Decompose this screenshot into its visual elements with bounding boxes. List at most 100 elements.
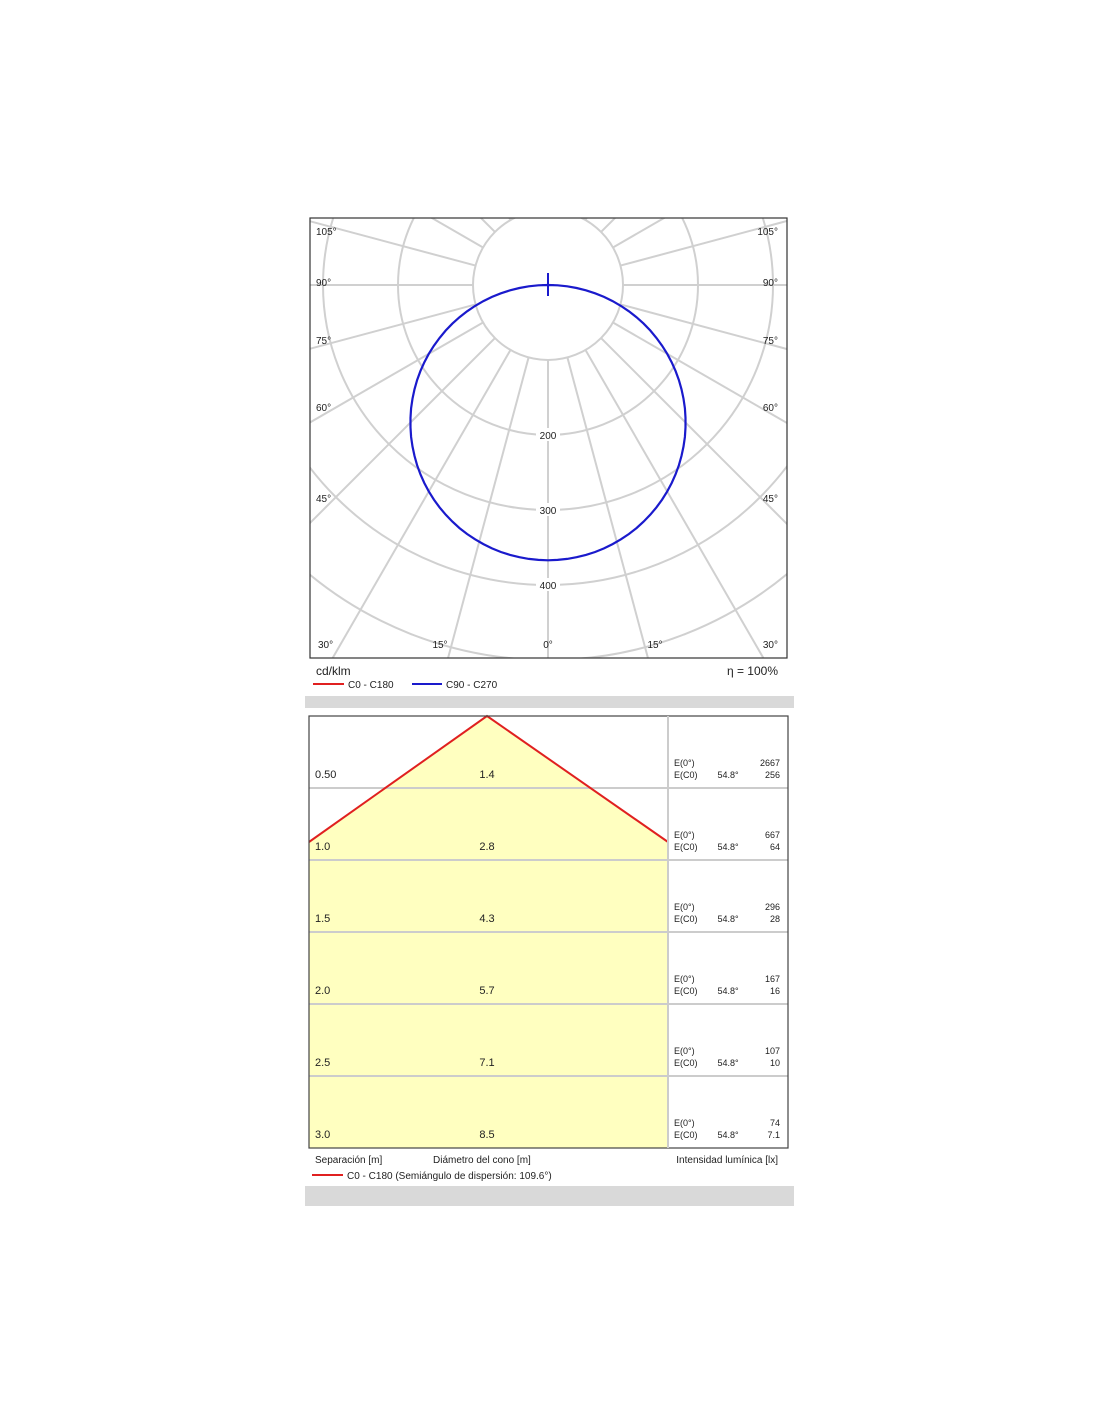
grid-spoke	[447, 357, 530, 658]
e0-value: 296	[765, 902, 780, 912]
grid-spoke	[429, 218, 484, 249]
diameter-value: 1.4	[479, 769, 494, 781]
grid-spoke	[600, 337, 787, 526]
table-row: 1.5 4.3 E(0°) E(C0) 54.8° 296 28	[309, 859, 788, 925]
e0-value: 107	[765, 1046, 780, 1056]
grid-spoke	[620, 303, 787, 351]
e0-value: 667	[765, 830, 780, 840]
angle-value: 54.8°	[717, 1058, 739, 1068]
separation-value: 2.5	[315, 1057, 330, 1069]
ec0-label: E(C0)	[674, 914, 698, 924]
angle-label-left: 30°	[318, 640, 333, 651]
e0-label: E(0°)	[674, 1046, 695, 1056]
cone-table: 0.50 1.4 E(0°) E(C0) 54.8° 2667 256 1.0 2.8 E(0°)…	[308, 714, 789, 1182]
angle-label-right: 90°	[763, 278, 778, 289]
separation-value: 0.50	[315, 769, 336, 781]
ec0-label: E(C0)	[674, 1058, 698, 1068]
ec0-value: 64	[770, 842, 780, 852]
separation-value: 3.0	[315, 1129, 330, 1141]
ec0-label: E(C0)	[674, 986, 698, 996]
angle-label-right: 75°	[763, 336, 778, 347]
angle-label-left: 90°	[316, 278, 331, 289]
grid-spoke	[331, 349, 512, 658]
grid-spoke	[566, 357, 649, 658]
angle-label-bottom: 15°	[647, 640, 662, 651]
angle-label-right: 45°	[763, 494, 778, 505]
diameter-value: 5.7	[479, 985, 494, 997]
table-row: 3.0 8.5 E(0°) E(C0) 54.8° 74 7.1	[309, 1075, 788, 1141]
angle-value: 54.8°	[717, 770, 739, 780]
angle-label-right: 30°	[763, 640, 778, 651]
diameter-value: 4.3	[479, 913, 494, 925]
diameter-value: 8.5	[479, 1129, 494, 1141]
diameter-value: 2.8	[479, 841, 494, 853]
angle-label-bottom: 0°	[543, 640, 553, 651]
grid-spoke	[612, 321, 787, 425]
ec0-label: E(C0)	[674, 1130, 698, 1140]
grid-spoke	[600, 218, 617, 233]
e0-label: E(0°)	[674, 1118, 695, 1128]
ec0-value: 256	[765, 770, 780, 780]
grid-spoke	[479, 218, 496, 233]
grid-spoke	[310, 303, 476, 350]
series-c90-c270-curve	[409, 283, 687, 562]
table-row: 2.0 5.7 E(0°) E(C0) 54.8° 167 16	[309, 931, 788, 997]
angle-value: 54.8°	[717, 842, 739, 852]
grid-spoke	[584, 218, 588, 221]
angle-value: 54.8°	[717, 1130, 739, 1140]
table-legend-label: C0 - C180 (Semiángulo de dispersión: 109…	[347, 1171, 552, 1182]
polar-frame	[309, 217, 788, 659]
e0-label: E(0°)	[674, 758, 695, 768]
grid-spoke	[612, 218, 667, 249]
radial-tick-label: 400	[540, 581, 557, 592]
legend-c90-label: C90 - C270	[446, 680, 498, 691]
grid-spoke	[567, 0, 729, 213]
separator-band	[305, 696, 794, 708]
e0-label: E(0°)	[674, 902, 695, 912]
separation-value: 2.0	[315, 985, 330, 997]
grid-spoke	[508, 218, 512, 221]
angle-value: 54.8°	[717, 914, 739, 924]
angle-label-right: 105°	[757, 227, 778, 238]
angle-value: 54.8°	[717, 986, 739, 996]
e0-label: E(0°)	[674, 974, 695, 984]
ec0-value: 7.1	[767, 1130, 780, 1140]
angle-label-left: 60°	[316, 403, 331, 414]
col-header-diameter: Diámetro del cono [m]	[433, 1155, 531, 1166]
angle-label-left: 45°	[316, 494, 331, 505]
legend-c0-label: C0 - C180	[348, 680, 394, 691]
diameter-value: 7.1	[479, 1057, 494, 1069]
efficiency-label: η = 100%	[727, 664, 778, 678]
ec0-value: 16	[770, 986, 780, 996]
angle-label-left: 105°	[316, 227, 337, 238]
e0-value: 74	[770, 1118, 780, 1128]
grid-spoke	[310, 220, 476, 267]
grid-spoke	[620, 219, 787, 267]
col-header-intensity: Intensidad lumínica [lx]	[676, 1155, 778, 1166]
grid-spoke	[310, 337, 496, 525]
e0-label: E(0°)	[674, 830, 695, 840]
separator-band-bottom	[305, 1186, 794, 1206]
col-header-separation: Separación [m]	[315, 1155, 382, 1166]
separation-value: 1.5	[315, 913, 330, 925]
radial-tick-label: 200	[540, 431, 557, 442]
table-row: 1.0 2.8 E(0°) E(C0) 54.8° 667 64	[309, 787, 788, 853]
ec0-value: 10	[770, 1058, 780, 1068]
angle-label-bottom: 15°	[432, 640, 447, 651]
grid-spoke	[584, 349, 765, 658]
polar-diagram: 200 300 400 105° 90° 75° 60° 45° 30° 105° 90° 75° 6…	[309, 0, 788, 691]
angle-label-left: 75°	[316, 336, 331, 347]
separation-value: 1.0	[315, 841, 330, 853]
peak-marker	[542, 273, 554, 296]
ec0-label: E(C0)	[674, 842, 698, 852]
angle-label-right: 60°	[763, 403, 778, 414]
e0-value: 167	[765, 974, 780, 984]
table-frame	[308, 715, 789, 1149]
e0-value: 2667	[760, 758, 780, 768]
radial-tick-label: 300	[540, 506, 557, 517]
table-row: 0.50 1.4 E(0°) E(C0) 54.8° 2667 256	[315, 758, 780, 781]
unit-label: cd/klm	[316, 664, 351, 678]
grid-spoke	[310, 321, 484, 424]
table-row: 2.5 7.1 E(0°) E(C0) 54.8° 107 10	[309, 1003, 788, 1069]
